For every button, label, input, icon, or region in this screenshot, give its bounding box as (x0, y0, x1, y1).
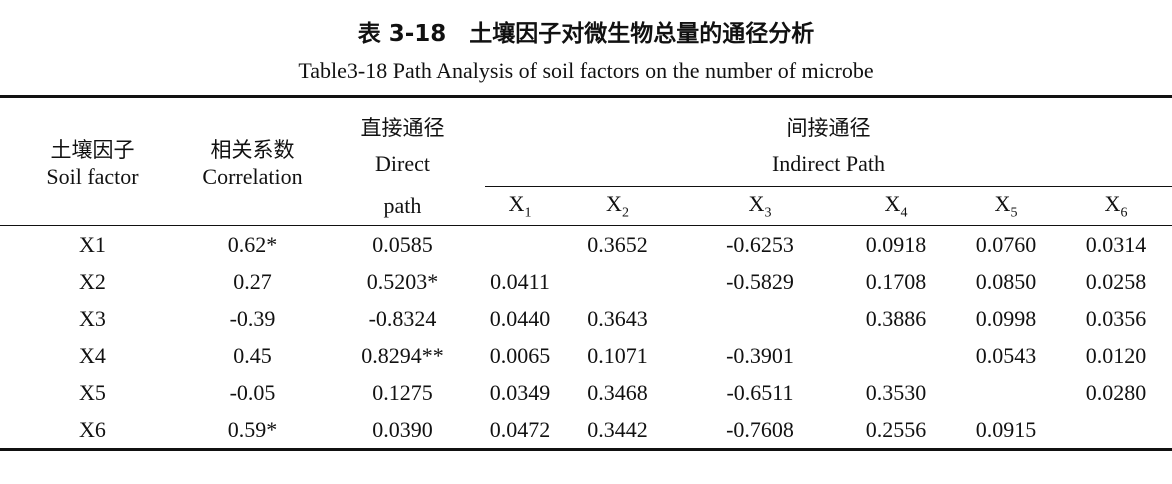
table-cell: -0.5829 (726, 268, 794, 294)
table-cell: 0.0918 (865, 231, 927, 257)
table-cell: 0.0258 (1085, 268, 1147, 294)
table-cell: 0.0915 (975, 416, 1037, 442)
column-header: X5 (952, 186, 1060, 226)
empty-cell (555, 263, 680, 300)
table-cell: 0.0356 (1085, 305, 1147, 331)
table-cell: X2 (79, 268, 106, 294)
table-cell: 0.5203* (366, 268, 439, 294)
column-base: X (508, 190, 525, 216)
table-cell: -0.39 (229, 305, 276, 331)
column-header: X4 (840, 186, 952, 226)
table-cell: X3 (79, 305, 106, 331)
title: 表 3-18 土壤因子对微生物总量的通径分析 (357, 21, 815, 47)
subtitle: Table3-18 Path Analysis of soil factors … (298, 58, 874, 83)
table-cell: 0.27 (233, 268, 272, 294)
column-header: X6 (1060, 186, 1172, 226)
table-cell: 0.0411 (490, 268, 550, 294)
table-cell: 0.62* (227, 231, 278, 257)
table-cell: 0.45 (233, 342, 272, 368)
table-cell: -0.05 (229, 379, 276, 405)
column-header: X3 (680, 186, 840, 226)
table-cell: 0.0543 (975, 342, 1037, 368)
table-cell: X1 (79, 231, 106, 257)
table-cell: 0.0390 (372, 416, 433, 442)
table-cell: 0.0065 (489, 342, 551, 368)
table-row: X3 -0.39 -0.8324 0.0440 0.3643 0.3886 0.0998 0.… (0, 300, 1172, 337)
column-base: X (1104, 190, 1121, 216)
column-sub: 3 (764, 205, 772, 221)
table-cell: 0.0998 (975, 305, 1037, 331)
column-sub: 4 (900, 205, 908, 221)
table-cell: 0.0280 (1085, 379, 1147, 405)
table-cell: 0.3886 (865, 305, 927, 331)
table-row: X6 0.59* 0.0390 0.0472 0.3442 -0.7608 0.2556 0.… (0, 411, 1172, 450)
table-row: X2 0.27 0.5203* 0.0411 -0.5829 0.1708 0.0850 0.… (0, 263, 1172, 300)
column-sub: 1 (524, 205, 532, 221)
header-cell: 相关系数 Correlation (185, 97, 320, 226)
table-cell: 0.3442 (587, 416, 648, 442)
table-cell: -0.6253 (726, 231, 794, 257)
header-cell: Direct (375, 151, 430, 177)
empty-cell (840, 337, 952, 374)
table-cell: X5 (79, 379, 106, 405)
header-cell: path (383, 192, 422, 218)
column-base: X (884, 190, 901, 216)
table-cell: X6 (79, 416, 106, 442)
column-sub: 5 (1010, 205, 1018, 221)
table-cell: 0.0349 (489, 379, 551, 405)
table-cell: 0.0440 (489, 305, 551, 331)
table-cell: -0.8324 (368, 305, 437, 331)
table-cell: -0.3901 (726, 342, 794, 368)
table-row: X1 0.62* 0.0585 0.3652 -0.6253 0.0918 0.0760 0.… (0, 226, 1172, 264)
table-cell: 0.0314 (1085, 231, 1147, 257)
table-row: X5 -0.05 0.1275 0.0349 0.3468 -0.6511 0.3530 0.… (0, 374, 1172, 411)
header-text: Soil factor (46, 163, 139, 189)
header-text: Correlation (202, 163, 303, 189)
table-row: X4 0.45 0.8294** 0.0065 0.1071 -0.3901 0.0543 0… (0, 337, 1172, 374)
header-cell: 土壤因子 Soil factor (0, 97, 185, 226)
header-cell: 直接通径 (360, 116, 445, 140)
table-cell: 0.8294** (361, 342, 444, 368)
table-cell: 0.1708 (865, 268, 927, 294)
column-base: X (606, 190, 622, 216)
column-header: X1 (485, 186, 555, 226)
table-cell: 0.59* (227, 416, 278, 442)
column-base: X (748, 190, 765, 216)
header-cell: 间接通径 (786, 116, 871, 140)
header-text: 相关系数 (210, 137, 295, 162)
empty-cell (1060, 411, 1172, 450)
table-cell: 0.0760 (975, 231, 1037, 257)
table-cell: 0.1071 (587, 342, 648, 368)
header-text: 土壤因子 (50, 137, 135, 162)
table-cell: 0.3643 (587, 305, 648, 331)
table-cell: 0.2556 (865, 416, 927, 442)
column-base: X (994, 190, 1011, 216)
table-cell: 0.0472 (489, 416, 551, 442)
table-cell: 0.3530 (865, 379, 927, 405)
column-header: X2 (555, 186, 680, 226)
table-cell: 0.0585 (372, 231, 433, 257)
empty-cell (952, 374, 1060, 411)
empty-cell (485, 226, 555, 264)
table-cell: -0.7608 (726, 416, 794, 442)
path-table: 土壤因子 Soil factor 相关系数 Correlation 直接通径 间接通… (0, 95, 1172, 451)
table-cell: X4 (79, 342, 106, 368)
column-sub: 6 (1120, 205, 1128, 221)
table-cell: 0.3652 (587, 231, 648, 257)
table-cell: 0.0850 (975, 268, 1037, 294)
table-cell: -0.6511 (726, 379, 794, 405)
table-cell: 0.0120 (1085, 342, 1147, 368)
empty-cell (680, 300, 840, 337)
table-cell: 0.3468 (587, 379, 648, 405)
table-cell: 0.1275 (372, 379, 433, 405)
column-sub: 2 (621, 205, 629, 221)
header-cell: Indirect Path (771, 151, 886, 176)
